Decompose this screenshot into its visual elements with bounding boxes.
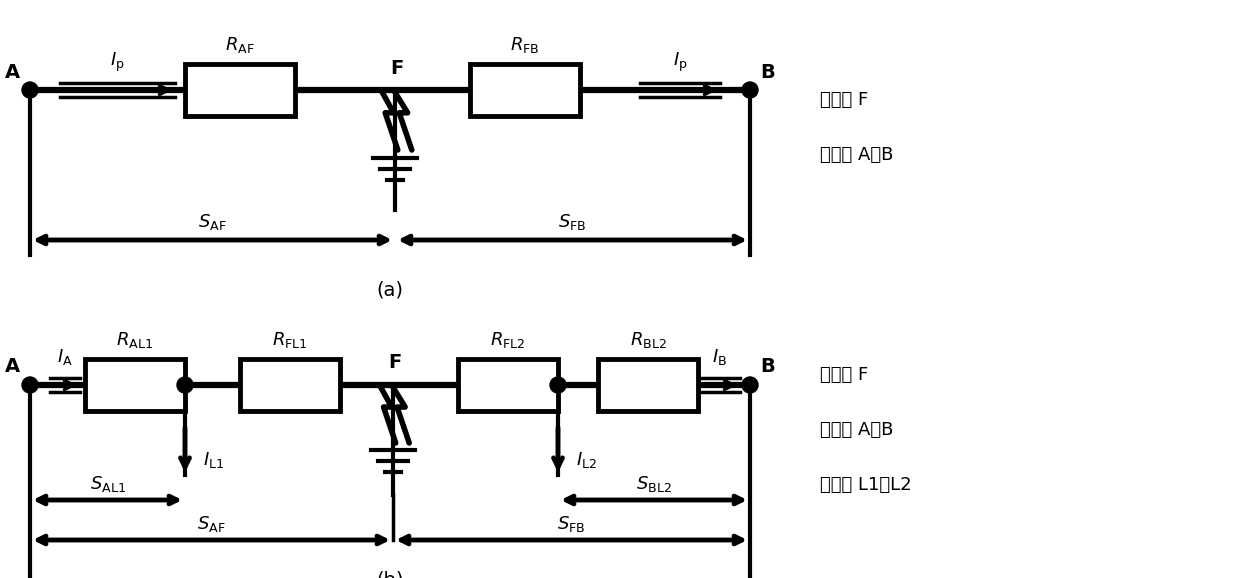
Text: 分流点 L1、L2: 分流点 L1、L2 [820,476,912,494]
Text: $R_{\mathrm{FL2}}$: $R_{\mathrm{FL2}}$ [491,330,525,350]
Circle shape [742,377,758,393]
Bar [85,359,185,411]
Bar [598,359,698,411]
Text: $I_{\mathrm{L2}}$: $I_{\mathrm{L2}}$ [576,450,597,470]
Text: $R_{\mathrm{AF}}$: $R_{\mathrm{AF}}$ [225,35,255,55]
Circle shape [742,82,758,98]
Bar [240,359,339,411]
Text: B: B [761,358,776,376]
Text: $R_{\mathrm{FB}}$: $R_{\mathrm{FB}}$ [510,35,540,55]
Text: F: F [388,354,401,372]
Text: $I_{\mathrm{p}}$: $I_{\mathrm{p}}$ [673,50,688,73]
Circle shape [22,82,38,98]
Circle shape [22,377,38,393]
Text: (b): (b) [377,570,404,578]
Bar [185,64,295,116]
Text: $S_{\mathrm{FB}}$: $S_{\mathrm{FB}}$ [558,514,586,534]
Bar [470,64,580,116]
Text: F: F [390,58,404,77]
Circle shape [550,377,566,393]
Text: B: B [761,62,776,81]
Text: $S_{\mathrm{FB}}$: $S_{\mathrm{FB}}$ [559,212,587,232]
Text: $S_{\mathrm{AF}}$: $S_{\mathrm{AF}}$ [198,212,227,232]
Text: $I_{\mathrm{B}}$: $I_{\mathrm{B}}$ [712,347,727,367]
Text: $I_{\mathrm{A}}$: $I_{\mathrm{A}}$ [57,347,73,367]
Text: A: A [5,62,20,81]
Text: $S_{\mathrm{BL2}}$: $S_{\mathrm{BL2}}$ [636,474,672,494]
Circle shape [177,377,193,393]
Text: 故障点 F: 故障点 F [820,91,869,109]
Text: $R_{\mathrm{AL1}}$: $R_{\mathrm{AL1}}$ [116,330,154,350]
Bar [458,359,558,411]
Text: $R_{\mathrm{BL2}}$: $R_{\mathrm{BL2}}$ [629,330,667,350]
Text: $S_{\mathrm{AF}}$: $S_{\mathrm{AF}}$ [197,514,225,534]
Text: 测量点 A、B: 测量点 A、B [820,146,893,164]
Text: 测量点 A、B: 测量点 A、B [820,421,893,439]
Text: (a): (a) [377,280,404,299]
Text: $I_{\mathrm{p}}$: $I_{\mathrm{p}}$ [110,50,125,73]
Text: 故障点 F: 故障点 F [820,366,869,384]
Text: $R_{\mathrm{FL1}}$: $R_{\mathrm{FL1}}$ [273,330,307,350]
Text: $I_{\mathrm{L1}}$: $I_{\mathrm{L1}}$ [203,450,224,470]
Text: $S_{\mathrm{AL1}}$: $S_{\mathrm{AL1}}$ [89,474,125,494]
Text: A: A [5,358,20,376]
